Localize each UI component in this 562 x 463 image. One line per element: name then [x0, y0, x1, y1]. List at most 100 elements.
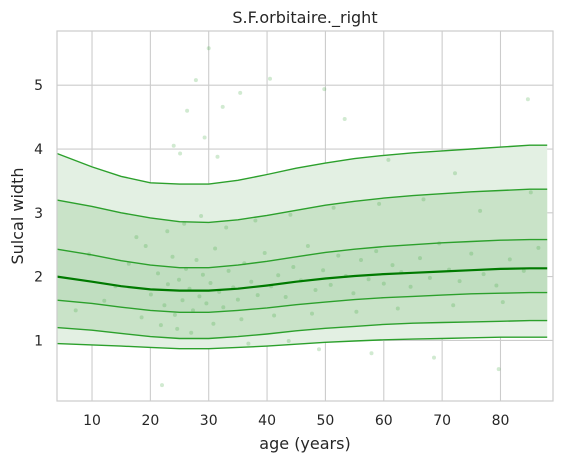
data-point	[377, 201, 382, 206]
data-point	[313, 288, 318, 292]
data-point	[453, 171, 457, 176]
data-point	[521, 268, 526, 273]
data-point	[139, 315, 144, 320]
data-point	[528, 190, 533, 195]
x-tick-label: 60	[375, 413, 393, 429]
data-point	[291, 265, 296, 269]
data-point	[494, 283, 499, 288]
curve-p50	[56, 267, 548, 292]
x-tick-label: 80	[492, 413, 510, 429]
data-point	[331, 205, 336, 210]
data-point	[507, 257, 512, 262]
y-tick-label: 3	[34, 206, 43, 222]
data-point	[239, 317, 244, 322]
y-tick-labels: 1 2 3 4 5	[34, 78, 43, 349]
data-point	[165, 229, 170, 234]
data-point	[262, 251, 267, 255]
data-point	[126, 261, 131, 266]
data-point	[162, 303, 167, 308]
data-point	[194, 258, 199, 262]
data-point	[481, 272, 486, 277]
data-point	[148, 292, 153, 297]
data-point	[354, 309, 359, 314]
data-point	[432, 355, 436, 360]
chart-title: S.F.orbitaire._right	[232, 8, 377, 28]
data-point	[390, 263, 395, 268]
data-point	[286, 339, 291, 343]
data-point	[328, 282, 333, 287]
band-p25-p75	[57, 239, 548, 313]
data-point	[351, 291, 356, 296]
data-point	[134, 235, 139, 240]
data-point	[189, 330, 194, 335]
data-point	[178, 151, 183, 156]
x-tick-label: 10	[83, 413, 101, 429]
data-point	[496, 367, 501, 372]
data-point	[165, 282, 170, 287]
data-point	[451, 303, 456, 308]
y-tick-label: 4	[34, 142, 43, 158]
data-point	[206, 46, 211, 51]
data-point	[182, 221, 187, 226]
data-point	[288, 212, 293, 217]
data-point	[418, 256, 422, 261]
curve-p75	[56, 238, 548, 269]
x-tick-label: 40	[258, 413, 276, 429]
data-point	[143, 244, 148, 248]
data-point	[211, 321, 216, 326]
data-point	[500, 300, 505, 305]
data-point	[276, 273, 281, 278]
x-tick-label: 50	[317, 413, 335, 429]
data-point	[213, 246, 218, 251]
data-point	[158, 323, 163, 328]
data-point	[220, 104, 225, 109]
data-point	[208, 281, 213, 285]
y-tick-label: 2	[34, 270, 43, 286]
data-point	[185, 108, 190, 113]
data-point	[171, 143, 176, 148]
data-point	[283, 295, 288, 299]
data-point	[191, 308, 195, 313]
data-point	[469, 251, 474, 256]
data-point	[238, 90, 243, 95]
x-tick-label: 30	[200, 413, 218, 429]
data-point	[336, 253, 341, 258]
data-point	[215, 154, 220, 159]
data-point	[204, 301, 209, 306]
curve-p1	[56, 336, 548, 350]
percentile-bands	[57, 145, 548, 349]
x-tick-label: 20	[141, 413, 159, 429]
data-point	[321, 268, 326, 273]
x-tick-labels: 10 20 30 40 50 60 70 80	[83, 413, 509, 429]
data-point	[478, 208, 483, 213]
data-point	[268, 76, 272, 81]
curve-p25	[56, 291, 548, 313]
x-axis-label: age (years)	[259, 434, 350, 453]
data-point	[421, 197, 426, 202]
data-point	[224, 225, 229, 230]
data-point	[156, 271, 160, 276]
data-point	[221, 305, 226, 310]
data-point	[310, 311, 314, 316]
data-point	[226, 268, 231, 273]
percentile-curves	[56, 144, 548, 350]
data-point	[249, 279, 254, 284]
data-point	[395, 306, 400, 311]
data-point	[255, 293, 260, 298]
curve-p95	[56, 188, 548, 224]
data-point	[536, 245, 541, 250]
data-point	[366, 277, 371, 282]
y-axis-label: Sulcal width	[8, 168, 27, 265]
data-point	[408, 284, 413, 289]
curve-p5	[56, 319, 548, 340]
data-point	[197, 294, 202, 299]
data-point	[102, 298, 107, 303]
data-point	[386, 157, 391, 162]
data-point	[160, 383, 164, 388]
data-point	[359, 258, 363, 262]
data-point	[200, 272, 205, 277]
data-point	[202, 135, 207, 140]
data-point	[374, 249, 379, 254]
y-tick-label: 1	[34, 333, 43, 349]
